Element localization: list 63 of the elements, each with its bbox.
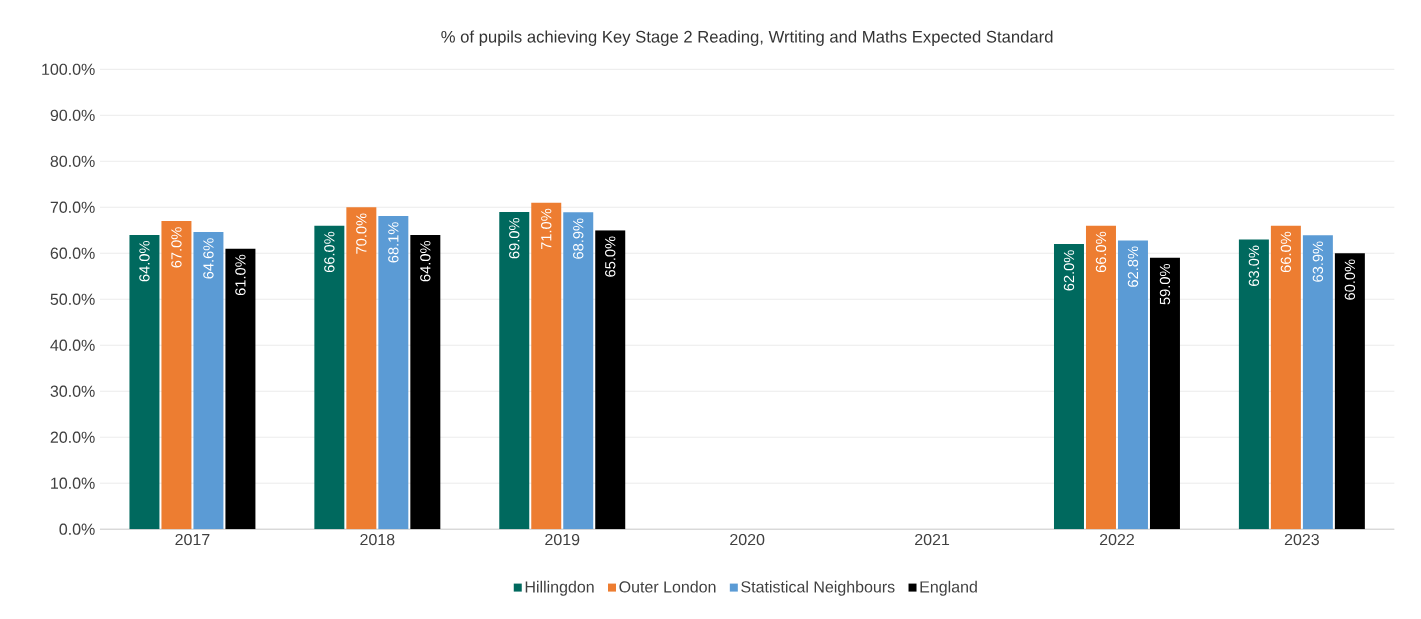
legend-label: Outer London <box>619 581 716 593</box>
bar <box>129 235 160 530</box>
chart-title: % of pupils achieving Key Stage 2 Reading, Wrtiting and Maths Expected Standard <box>441 30 1053 47</box>
data-label: 71.0% <box>541 209 552 250</box>
bar <box>1117 240 1148 530</box>
x-tick-label: 2021 <box>915 534 950 546</box>
data-label: 64.0% <box>420 241 431 282</box>
bar <box>161 221 192 530</box>
data-label: 66.0% <box>1280 232 1292 273</box>
bar <box>378 216 409 530</box>
data-label: 69.0% <box>509 218 520 259</box>
bar <box>531 202 562 530</box>
bar <box>1334 253 1365 530</box>
data-label: 62.8% <box>1127 246 1139 288</box>
bar <box>193 232 224 530</box>
y-tick-label: 30.0% <box>50 385 95 398</box>
bar <box>1053 244 1084 530</box>
bar <box>1238 239 1269 530</box>
bar <box>225 248 256 530</box>
legend-label: Statistical Neighbours <box>741 581 895 596</box>
data-label: 61.0% <box>235 255 246 296</box>
data-label: 64.6% <box>203 238 214 279</box>
y-tick-label: 100.0% <box>42 63 95 76</box>
x-tick-label: 2017 <box>175 534 210 546</box>
data-label: 64.0% <box>139 241 150 282</box>
data-label: 65.0% <box>605 236 616 277</box>
data-label: 62.0% <box>1063 250 1075 291</box>
x-tick-label: 2022 <box>1099 534 1134 546</box>
data-label: 70.0% <box>356 213 367 254</box>
data-label: 68.1% <box>388 222 399 263</box>
y-tick-label: 90.0% <box>50 109 95 122</box>
y-tick-label: 0.0% <box>59 523 95 536</box>
legend-label: Hillingdon <box>525 581 594 596</box>
x-tick-label: 2018 <box>360 534 395 546</box>
bar <box>1270 225 1301 530</box>
data-label: 63.9% <box>1312 241 1324 282</box>
y-tick-label: 40.0% <box>50 339 95 352</box>
y-tick-label: 20.0% <box>50 431 95 444</box>
bar <box>595 230 626 530</box>
bar <box>346 207 377 530</box>
bar <box>1149 258 1180 530</box>
legend-label: England <box>920 581 977 596</box>
data-label: 59.0% <box>1159 264 1171 305</box>
bar <box>1302 235 1333 530</box>
x-tick-label: 2020 <box>730 534 765 546</box>
data-label: 66.0% <box>1095 232 1107 273</box>
y-tick-label: 80.0% <box>50 155 95 168</box>
data-label: 63.0% <box>1248 245 1260 287</box>
x-tick-label: 2019 <box>545 534 580 546</box>
data-label: 60.0% <box>1344 259 1356 300</box>
bar <box>1085 225 1116 530</box>
bar <box>314 225 345 530</box>
y-tick-label: 10.0% <box>51 477 95 490</box>
bar <box>563 212 594 530</box>
data-label: 67.0% <box>171 227 182 268</box>
bar <box>410 235 441 530</box>
y-tick-label: 70.0% <box>50 201 95 214</box>
bar <box>499 212 530 530</box>
y-tick-label: 60.0% <box>50 247 95 260</box>
y-tick-label: 50.0% <box>50 293 95 306</box>
data-label: 66.0% <box>324 232 335 273</box>
x-tick-label: 2023 <box>1284 534 1319 546</box>
data-label: 68.9% <box>573 218 584 259</box>
